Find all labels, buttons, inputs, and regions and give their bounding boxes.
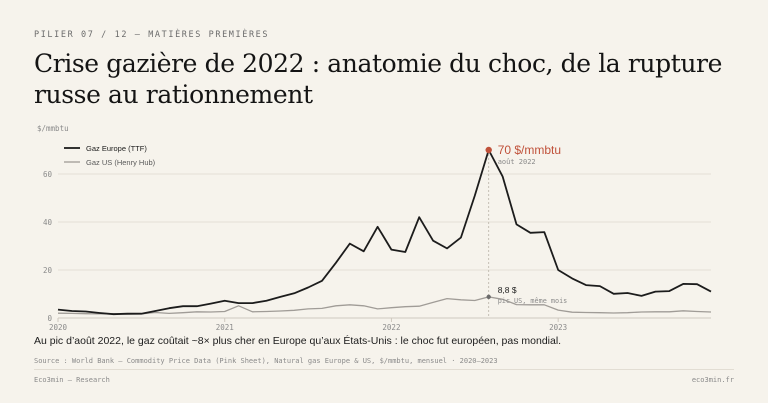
series-line-us — [57, 296, 712, 315]
legend-label: Gaz US (Henry Hub) — [86, 158, 156, 167]
site-link[interactable]: eco3min.fr — [691, 376, 734, 384]
gas-price-chart: 0 20 40 60 $/mmbtu 2020 2021 2022 2023 70 $/mmbt… — [37, 124, 712, 332]
x-tick-label: 2020 — [49, 323, 68, 332]
kicker: PILIER 07 / 12 — MATIÈRES PREMIÈRES — [34, 30, 270, 40]
series-line-europe — [57, 149, 712, 316]
chart-legend: Gaz Europe (TTF) Gaz US (Henry Hub) — [64, 144, 156, 167]
x-tick-label: 2023 — [549, 323, 567, 332]
us-peak-value: 8,8 $ — [498, 285, 517, 295]
chart-axes: 0 20 40 60 $/mmbtu 2020 2021 2022 2023 — [37, 124, 567, 332]
y-tick-label: 0 — [47, 314, 52, 323]
y-axis-label: $/mmbtu — [37, 124, 69, 133]
footer-divider — [34, 369, 734, 370]
europe-peak-value: 70 $/mmbtu — [498, 143, 561, 157]
europe-peak-date: août 2022 — [498, 158, 536, 166]
chart-grid — [58, 173, 711, 319]
legend-label: Gaz Europe (TTF) — [86, 144, 147, 153]
page-title: Crise gazière de 2022 : anatomie du choc… — [34, 49, 722, 109]
y-tick-label: 40 — [43, 218, 53, 227]
x-tick-label: 2021 — [216, 323, 234, 332]
chart-caption: Au pic d’août 2022, le gaz coûtait ~8× p… — [34, 335, 562, 347]
us-peak-note: pic US, même mois — [498, 297, 568, 305]
europe-peak-marker — [485, 146, 492, 154]
x-tick-label: 2022 — [382, 323, 400, 332]
brand-label: Eco3min — Research — [34, 376, 110, 384]
source-note: Source : World Bank — Commodity Price Da… — [34, 357, 498, 365]
chart-series — [57, 149, 712, 316]
y-tick-label: 20 — [43, 266, 53, 275]
us-peak-marker — [486, 294, 491, 300]
y-tick-label: 60 — [43, 170, 53, 179]
